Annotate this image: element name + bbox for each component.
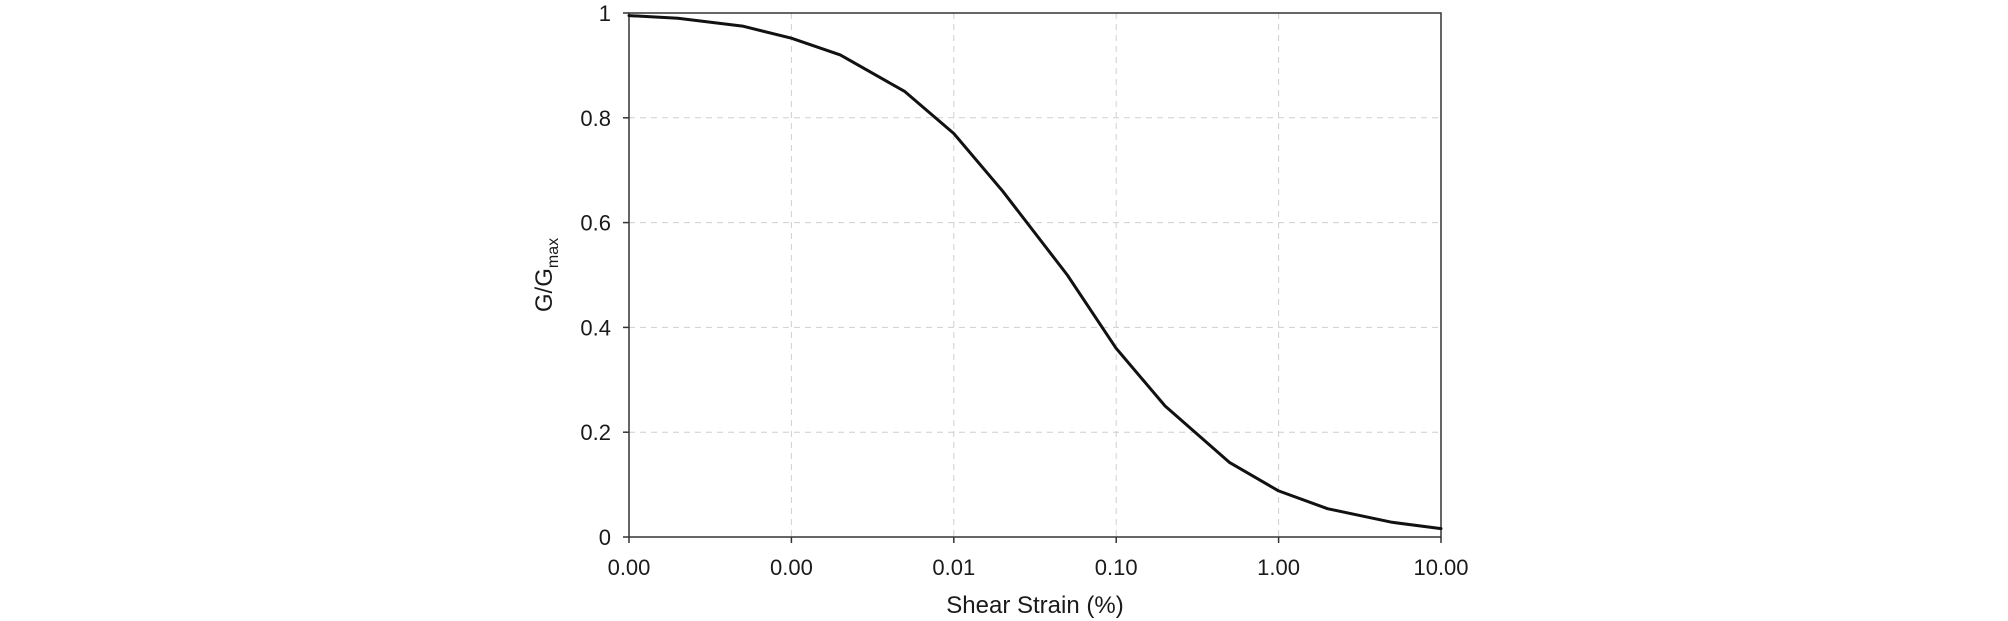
grid xyxy=(629,13,1441,537)
y-axis-title-subscript: max xyxy=(545,238,562,268)
y-tick-label: 0.4 xyxy=(580,315,611,340)
x-tick-label: 0.01 xyxy=(932,555,975,580)
y-tick-label: 0.6 xyxy=(580,211,611,236)
x-tick-label: 10.00 xyxy=(1413,555,1468,580)
y-tick-label: 0.2 xyxy=(580,420,611,445)
y-tick-label: 0.8 xyxy=(580,106,611,131)
y-tick-label: 0 xyxy=(599,525,611,550)
series-line-0 xyxy=(627,14,1443,531)
y-axis-title-main: G/G xyxy=(531,268,558,312)
x-tick-label: 0.00 xyxy=(770,555,813,580)
x-tick-label: 0.00 xyxy=(608,555,651,580)
y-tick-label: 1 xyxy=(599,1,611,26)
x-axis-title: Shear Strain (%) xyxy=(946,592,1123,619)
axis-ticks: 0.00 0.00 0.01 0.10 1.00 10.00 0 0.2 0.4 0.6 0.8 1 xyxy=(580,1,1468,580)
y-axis-title: G/Gmax xyxy=(531,238,562,312)
plot-area-frame xyxy=(628,12,1442,538)
series-layer xyxy=(627,14,1443,531)
x-tick-label: 0.10 xyxy=(1095,555,1138,580)
x-tick-label: 1.00 xyxy=(1257,555,1300,580)
